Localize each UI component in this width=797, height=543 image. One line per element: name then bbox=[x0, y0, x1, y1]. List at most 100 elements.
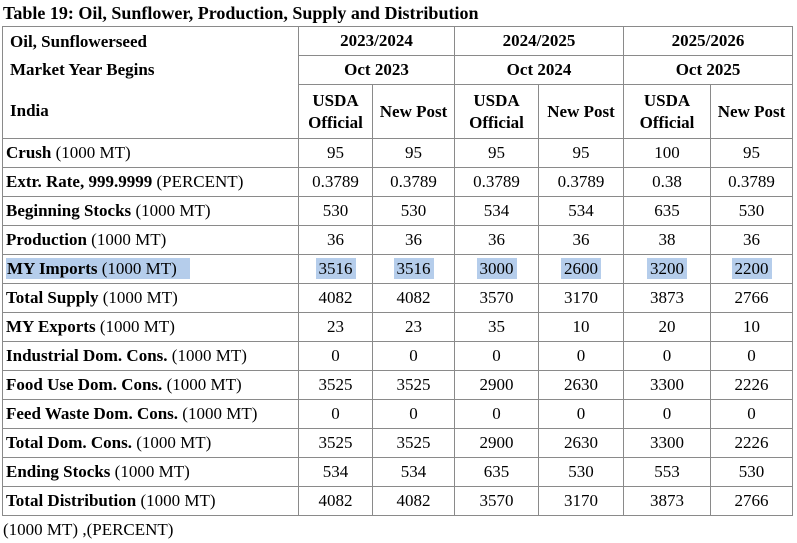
value-cell: 36 bbox=[371, 225, 456, 255]
row-label-text: Ending Stocks (1000 MT) bbox=[6, 462, 190, 481]
value-text: 38 bbox=[658, 230, 676, 249]
value-text: 0 bbox=[331, 346, 340, 365]
value-cell: 95 bbox=[454, 138, 540, 168]
value-cell: 0 bbox=[710, 399, 794, 429]
value-cell: 0 bbox=[623, 341, 712, 371]
row-label-name: Feed Waste Dom. Cons. bbox=[6, 404, 179, 423]
row-label-text: Feed Waste Dom. Cons. (1000 MT) bbox=[6, 404, 257, 423]
highlighted-value: 2200 bbox=[731, 258, 772, 279]
value-text: 3525 bbox=[318, 375, 353, 394]
value-cell: 3000 bbox=[454, 254, 540, 284]
value-cell: 3516 bbox=[298, 254, 373, 284]
value-text: 3300 bbox=[650, 433, 685, 452]
value-text: 530 bbox=[738, 462, 765, 481]
row-label-text: Beginning Stocks (1000 MT) bbox=[6, 201, 211, 220]
value-cell: 534 bbox=[538, 196, 625, 226]
value-cell: 0 bbox=[371, 399, 456, 429]
highlighted-value: 3200 bbox=[647, 258, 688, 279]
value-cell: 95 bbox=[298, 138, 373, 168]
value-cell: 3570 bbox=[454, 486, 540, 516]
value-text: 534 bbox=[568, 201, 594, 220]
row-label: MY Imports (1000 MT) bbox=[2, 254, 299, 284]
value-cell: 3873 bbox=[623, 283, 712, 313]
value-cell: 4082 bbox=[298, 283, 373, 313]
value-cell: 0 bbox=[623, 399, 712, 429]
value-text: 2766 bbox=[734, 288, 769, 307]
row-label: Industrial Dom. Cons. (1000 MT) bbox=[2, 341, 299, 371]
value-text: 2900 bbox=[479, 433, 514, 452]
value-text: 4082 bbox=[318, 288, 353, 307]
value-cell: 0.3789 bbox=[454, 167, 540, 197]
table-row: Feed Waste Dom. Cons. (1000 MT) 0 0 0 0 0 0 bbox=[2, 399, 794, 429]
value-text: 3873 bbox=[650, 491, 685, 510]
row-label-name: Production bbox=[6, 230, 87, 249]
table-row: Total Distribution (1000 MT) 4082 4082 3570… bbox=[2, 486, 794, 516]
value-cell: 4082 bbox=[298, 486, 373, 516]
value-text: 3300 bbox=[650, 375, 685, 394]
value-text: 95 bbox=[488, 143, 506, 162]
row-label: Extr. Rate, 999.9999 (PERCENT) bbox=[2, 167, 299, 197]
row-label-name: Crush bbox=[6, 143, 52, 162]
value-cell: 4082 bbox=[371, 486, 456, 516]
value-text: 3570 bbox=[479, 491, 514, 510]
value-text: 4082 bbox=[396, 491, 431, 510]
year-header: 2025/2026 bbox=[623, 26, 794, 56]
value-cell: 530 bbox=[538, 457, 625, 487]
value-text: 2226 bbox=[734, 433, 769, 452]
new-post-header: New Post bbox=[710, 84, 794, 139]
value-text: 0.3789 bbox=[473, 172, 520, 191]
value-cell: 2630 bbox=[538, 428, 625, 458]
row-label: Food Use Dom. Cons. (1000 MT) bbox=[2, 370, 299, 400]
table-row: Total Supply (1000 MT) 4082 4082 3570 3170 38… bbox=[2, 283, 794, 313]
value-cell: 0 bbox=[298, 399, 373, 429]
value-text: 95 bbox=[743, 143, 761, 162]
value-text: 3570 bbox=[479, 288, 514, 307]
value-cell: 530 bbox=[371, 196, 456, 226]
value-text: 635 bbox=[654, 201, 680, 220]
value-cell: 36 bbox=[298, 225, 373, 255]
page-title: Table 19: Oil, Sunflower, Production, Su… bbox=[3, 3, 479, 23]
header-row-sources: USDA Official New Post USDA Official New… bbox=[3, 84, 794, 139]
value-cell: 2630 bbox=[538, 370, 625, 400]
row-label: Total Supply (1000 MT) bbox=[2, 283, 299, 313]
row-label: Beginning Stocks (1000 MT) bbox=[2, 196, 299, 226]
highlighted-value: 3000 bbox=[476, 258, 517, 279]
value-cell: 2900 bbox=[454, 370, 540, 400]
value-cell: 3873 bbox=[623, 486, 712, 516]
value-text: 530 bbox=[322, 201, 349, 220]
value-cell: 534 bbox=[371, 457, 456, 487]
value-text: 635 bbox=[483, 462, 510, 481]
market-year-label: Market Year Begins bbox=[10, 60, 155, 79]
value-cell: 4082 bbox=[371, 283, 456, 313]
value-text: 36 bbox=[572, 230, 590, 249]
row-unit: (1000 MT) bbox=[166, 375, 242, 394]
value-cell: 95 bbox=[371, 138, 456, 168]
value-cell: 0.38 bbox=[623, 167, 712, 197]
row-label-name: Food Use Dom. Cons. bbox=[6, 375, 163, 394]
value-text: 20 bbox=[658, 317, 676, 336]
row-label-text: MY Exports (1000 MT) bbox=[6, 317, 175, 336]
table-row: Food Use Dom. Cons. (1000 MT) 3525 3525 290… bbox=[2, 370, 794, 400]
value-cell: 2226 bbox=[710, 428, 794, 458]
row-label-name: Total Supply bbox=[6, 288, 99, 307]
value-text: 3525 bbox=[396, 433, 431, 452]
row-unit: (1000 MT) bbox=[114, 462, 190, 481]
value-cell: 3525 bbox=[298, 428, 373, 458]
value-text: 0 bbox=[747, 404, 756, 423]
value-cell: 100 bbox=[623, 138, 712, 168]
psd-table: Oil, Sunflowerseed Market Year Begins In… bbox=[2, 26, 794, 516]
header-row-years: Oil, Sunflowerseed Market Year Begins In… bbox=[2, 26, 794, 139]
value-text: 534 bbox=[322, 462, 349, 481]
value-cell: 3170 bbox=[538, 283, 625, 313]
value-cell: 534 bbox=[454, 196, 540, 226]
value-cell: 0 bbox=[371, 341, 456, 371]
value-cell: 530 bbox=[710, 196, 794, 226]
row-label-text: Industrial Dom. Cons. (1000 MT) bbox=[6, 346, 247, 365]
value-text: 0.38 bbox=[652, 172, 682, 191]
table-row: Production (1000 MT) 36 36 36 36 38 36 bbox=[2, 225, 794, 255]
value-text: 2766 bbox=[734, 491, 769, 510]
value-text: 534 bbox=[400, 462, 427, 481]
row-label: Feed Waste Dom. Cons. (1000 MT) bbox=[2, 399, 299, 429]
row-label-name: Ending Stocks bbox=[6, 462, 111, 481]
value-cell: 3300 bbox=[623, 370, 712, 400]
